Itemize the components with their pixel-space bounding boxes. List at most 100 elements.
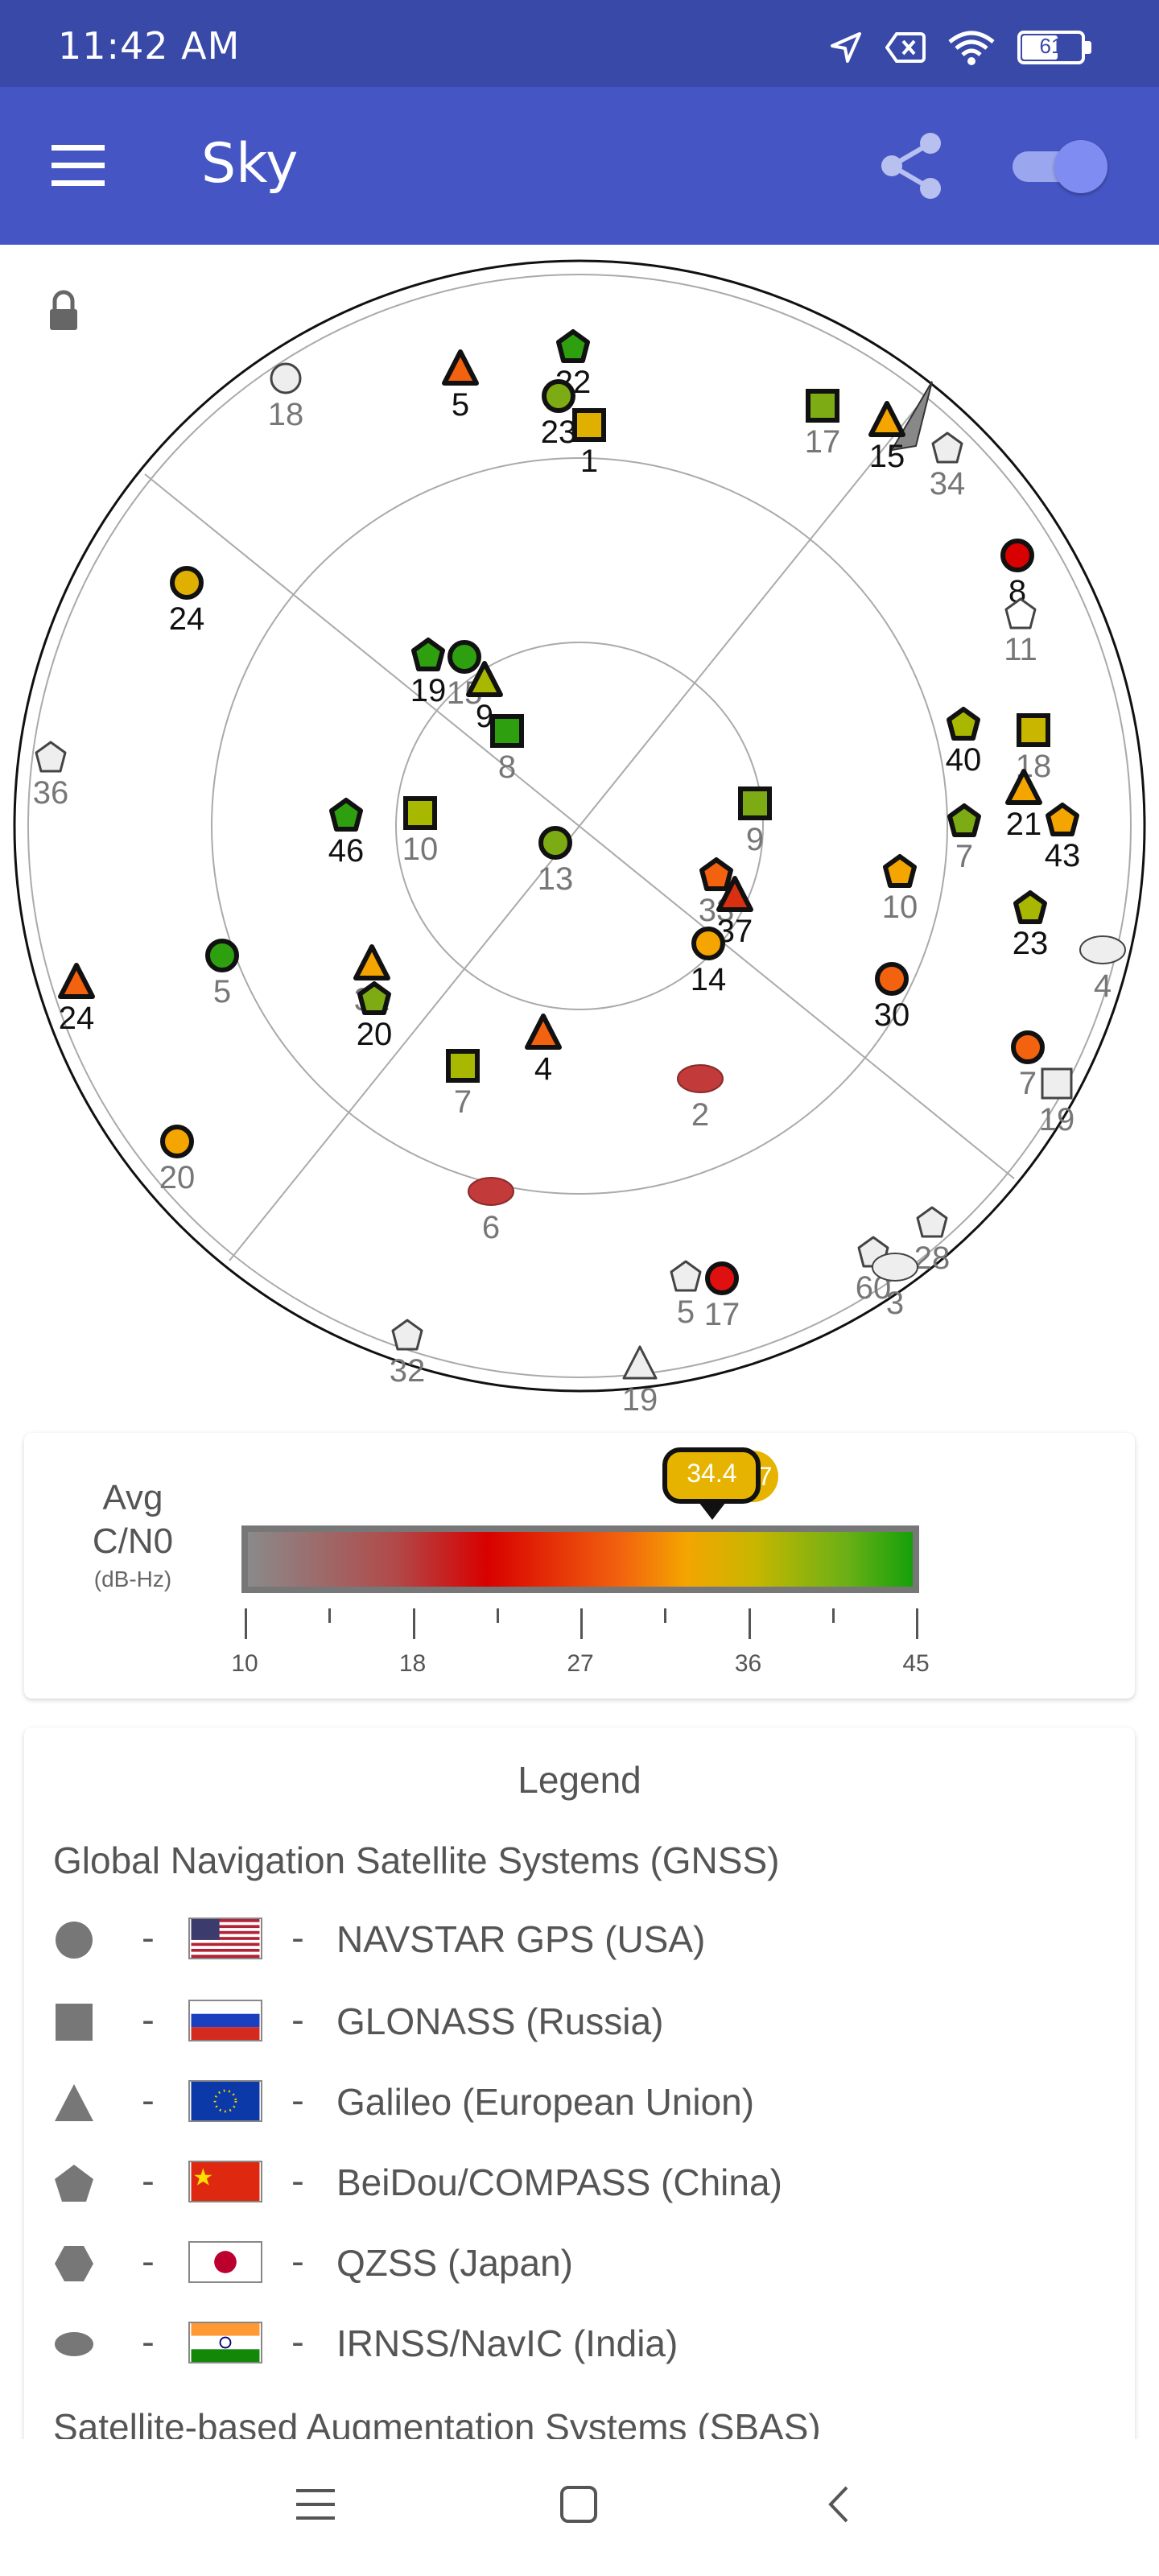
satellite-marker[interactable]: 4: [1079, 935, 1126, 1004]
satellite-marker[interactable]: 10: [402, 796, 439, 867]
satellite-marker[interactable]: 20: [357, 981, 393, 1052]
recents-icon[interactable]: [295, 2484, 336, 2524]
pentagon-marker-shape: [357, 981, 391, 1015]
oval-marker-shape: [677, 1064, 724, 1093]
satellite-marker[interactable]: 23: [1013, 890, 1049, 961]
satellite-marker[interactable]: 17: [805, 389, 841, 460]
satellite-marker[interactable]: 28: [914, 1206, 951, 1276]
satellite-marker[interactable]: 18: [268, 362, 304, 432]
satellite-marker[interactable]: 32: [390, 1319, 426, 1389]
minor-tick: [664, 1608, 667, 1623]
square-marker-shape: [806, 389, 839, 423]
pentagon-marker-shape: [391, 1319, 423, 1351]
satellite-marker[interactable]: 7: [947, 803, 981, 874]
toggle-switch[interactable]: [1008, 140, 1107, 193]
satellite-label: 10: [402, 832, 439, 867]
satellite-marker[interactable]: 21: [1005, 769, 1042, 842]
satellite-marker[interactable]: 20: [159, 1125, 196, 1195]
cn0-title: Avg C/N0 (dB-Hz): [80, 1478, 185, 1592]
satellite-marker[interactable]: 5: [442, 349, 479, 423]
menu-icon[interactable]: [47, 140, 111, 192]
satellite-marker[interactable]: 19: [622, 1345, 658, 1412]
satellite-label: 15: [869, 439, 905, 474]
pentagon-marker-shape: [947, 707, 980, 741]
satellite-label: 17: [805, 424, 841, 460]
circle-marker-shape: [705, 1261, 739, 1295]
satellite-marker[interactable]: 10: [882, 854, 918, 925]
legend-item-beidou: - - BeiDou/COMPASS (China): [53, 2149, 1099, 2214]
satellite-marker[interactable]: 4: [525, 1013, 562, 1087]
legend-label-beidou: BeiDou/COMPASS (China): [336, 2161, 782, 2203]
major-tick: [748, 1608, 751, 1639]
satellite-marker[interactable]: 40: [946, 707, 982, 778]
satellite-marker[interactable]: 2: [677, 1064, 724, 1133]
tick-label: 10: [231, 1650, 258, 1677]
pentagon-marker-shape: [916, 1206, 948, 1238]
satellite-marker[interactable]: 23: [541, 379, 577, 450]
tick-label: 18: [398, 1650, 427, 1677]
tick-label: 36: [734, 1650, 762, 1677]
circle-marker-shape: [1000, 539, 1034, 572]
satellite-marker[interactable]: 37: [716, 876, 753, 949]
satellite-marker[interactable]: 5: [205, 939, 239, 1009]
status-icons: 61: [827, 29, 1091, 66]
satellite-marker[interactable]: 15: [868, 401, 905, 474]
square-marker-shape: [572, 408, 606, 442]
lock-icon[interactable]: [50, 290, 77, 330]
legend-label-qzss: QZSS (Japan): [336, 2242, 573, 2284]
satellite-marker[interactable]: 19: [410, 638, 447, 708]
satellite-marker[interactable]: 24: [58, 963, 95, 1036]
satellite-marker[interactable]: 8: [1000, 539, 1034, 609]
pentagon-marker-shape: [329, 798, 363, 832]
pentagon-marker-shape: [931, 431, 963, 464]
satellite-marker[interactable]: 11: [1004, 597, 1037, 667]
square-marker-shape: [446, 1049, 480, 1083]
satellite-marker[interactable]: 9: [466, 661, 503, 734]
satellite-marker[interactable]: 30: [874, 962, 910, 1033]
circle-marker-shape: [160, 1125, 194, 1158]
gnss-section-title: Global Navigation Satellite Systems (GNS…: [53, 1839, 780, 1881]
satellite-marker[interactable]: 3: [872, 1253, 918, 1321]
wifi-icon: [948, 31, 995, 65]
satellite-marker[interactable]: 5: [670, 1260, 702, 1330]
elevation-ring-60: [395, 642, 764, 1010]
share-icon[interactable]: [874, 129, 948, 203]
circle-icon: [56, 1922, 93, 1959]
satellite-marker[interactable]: 1: [572, 408, 606, 479]
satellite-marker[interactable]: 6: [468, 1177, 514, 1245]
cn0-units: (dB-Hz): [93, 1567, 172, 1591]
satellite-label: 14: [691, 962, 727, 997]
home-icon[interactable]: [559, 2484, 599, 2524]
oval-icon: [55, 2332, 93, 2356]
satellite-label: 43: [1045, 838, 1081, 873]
satellite-label: 5: [677, 1294, 695, 1330]
pentagon-marker-shape: [35, 741, 67, 773]
satellite-marker[interactable]: 7: [1011, 1030, 1045, 1101]
back-icon[interactable]: [823, 2484, 855, 2524]
satellite-marker[interactable]: 19: [1039, 1067, 1075, 1137]
satellite-marker[interactable]: 43: [1045, 803, 1081, 873]
satellite-marker[interactable]: 46: [328, 798, 365, 869]
satellite-marker[interactable]: 8: [490, 714, 524, 785]
pentagon-marker-shape: [699, 857, 733, 891]
satellite-label: 13: [538, 861, 574, 897]
satellite-marker[interactable]: 7: [446, 1049, 480, 1120]
square-marker-shape: [1017, 713, 1050, 747]
avg-in-view-bubble: [662, 1447, 761, 1504]
satellite-marker[interactable]: 9: [738, 786, 772, 857]
satellite-marker[interactable]: 36: [33, 741, 69, 811]
satellite-marker[interactable]: 34: [930, 431, 966, 502]
satellite-marker[interactable]: 17: [704, 1261, 740, 1332]
satellite-marker[interactable]: 14: [691, 927, 727, 997]
legend-item-galileo: - - Galileo (European Union): [53, 2069, 1099, 2133]
triangle-marker-shape: [466, 661, 503, 697]
legend-item-irnss: - - IRNSS/NavIC (India): [53, 2310, 1099, 2375]
satellite-label: 9: [746, 822, 764, 857]
satellite-marker[interactable]: 24: [169, 566, 205, 637]
elevation-ring-0: [27, 274, 1132, 1378]
circle-marker-shape: [538, 826, 572, 860]
satellite-marker[interactable]: 13: [538, 826, 574, 897]
russia-flag-icon: [188, 2000, 262, 2041]
circle-marker-shape: [170, 566, 204, 600]
